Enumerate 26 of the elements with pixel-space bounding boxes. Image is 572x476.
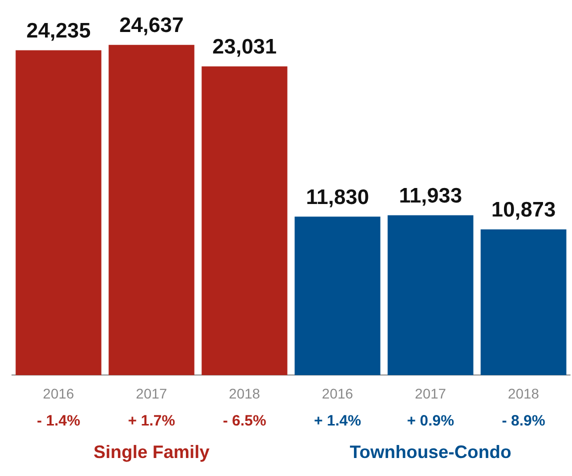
x-tick-label: 2017 <box>136 385 168 402</box>
x-tick-label: 2017 <box>414 385 446 402</box>
data-label: 24,637 <box>119 14 184 38</box>
bar <box>294 216 380 376</box>
bar <box>388 215 474 376</box>
text: Townhouse-Condo <box>350 442 512 462</box>
x-tick-label: 2016 <box>322 385 354 402</box>
x-tick-label: 2018 <box>228 385 260 402</box>
data-label: 11,830 <box>306 186 370 209</box>
text: - 6.5% <box>222 412 266 430</box>
text: + 1.4% <box>314 412 362 430</box>
text: Single Family <box>93 442 210 462</box>
text: - 8.9% <box>502 412 546 430</box>
x-tick-label: 2018 <box>508 385 540 402</box>
data-label: 11,933 <box>398 184 462 208</box>
text: + 0.9% <box>406 412 454 430</box>
data-label: 23,031 <box>212 36 277 59</box>
data-label: 10,873 <box>491 198 556 222</box>
bar <box>480 229 566 376</box>
bar <box>202 66 288 376</box>
data-label: 24,235 <box>26 20 91 43</box>
bar <box>108 44 194 376</box>
text: + 1.7% <box>128 412 176 430</box>
text: - 1.4% <box>36 412 80 430</box>
bar <box>16 50 102 376</box>
x-tick-label: 2016 <box>42 385 74 402</box>
